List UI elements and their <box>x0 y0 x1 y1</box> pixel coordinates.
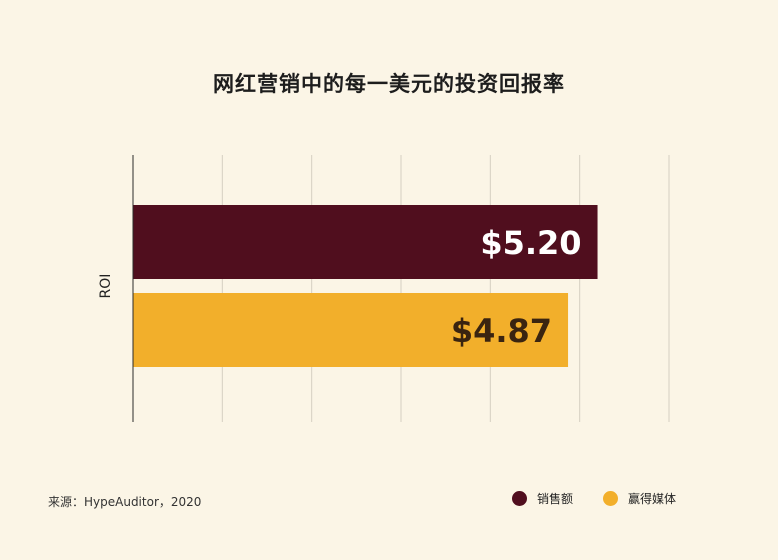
chart-title: 网红营销中的每一美元的投资回报率 <box>213 72 565 96</box>
source-note: 来源：HypeAuditor，2020 <box>48 495 202 509</box>
bar-value-label: $5.20 <box>480 224 581 262</box>
legend-label: 赢得媒体 <box>628 492 677 506</box>
legend-label: 销售额 <box>537 492 574 506</box>
category-label: ROI <box>98 274 114 299</box>
legend-swatch <box>512 491 527 506</box>
legend-item: 销售额 <box>512 490 573 507</box>
chart-legend: 销售额 赢得媒体 <box>512 490 706 507</box>
bar-value-label: $4.87 <box>451 312 552 350</box>
bar-earned-media <box>133 293 569 367</box>
legend-swatch <box>603 491 619 506</box>
bar-sales <box>133 205 598 279</box>
legend-item: 赢得媒体 <box>603 490 676 507</box>
